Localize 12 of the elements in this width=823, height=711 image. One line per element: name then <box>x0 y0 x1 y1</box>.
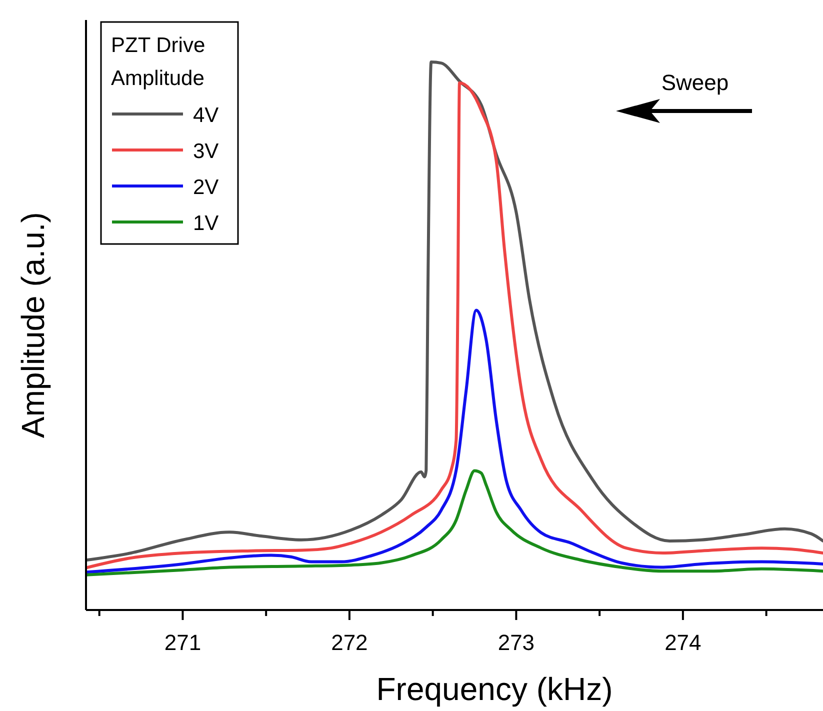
x-tick-label: 272 <box>331 630 368 655</box>
x-tick-label: 271 <box>164 630 202 655</box>
x-tick-label: 273 <box>498 630 535 655</box>
legend-label: 2V <box>193 176 219 199</box>
annotation: Sweep <box>661 70 729 95</box>
legend-title: PZT Drive Amplitude <box>111 34 206 90</box>
legend-label: 4V <box>193 104 219 127</box>
legend-label: 1V <box>193 212 219 235</box>
x-tick-label: 274 <box>664 630 702 655</box>
y-axis-title: Amplitude (a.u.) <box>15 212 51 438</box>
x-axis-title: Frequency (kHz) <box>376 671 613 707</box>
legend-label: 3V <box>193 140 219 163</box>
